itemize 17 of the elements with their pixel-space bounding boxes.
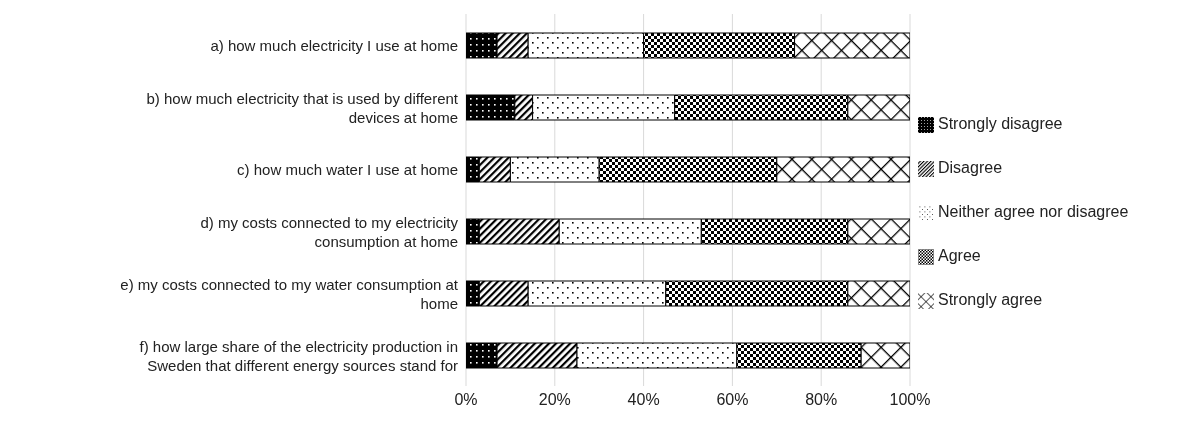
legend-label: Neither agree nor disagree bbox=[938, 203, 1129, 220]
legend-label: Strongly disagree bbox=[938, 115, 1063, 132]
legend-label: Agree bbox=[938, 247, 981, 264]
legend-label: Strongly agree bbox=[938, 291, 1043, 308]
legend-label: Disagree bbox=[938, 159, 1003, 176]
y-tick-label: e) my costs connected to my water consumption at home bbox=[120, 275, 459, 311]
y-tick-label: c) how much water I use at home bbox=[237, 160, 458, 178]
y-tick-label: d) my costs connected to my electricity consumption at home bbox=[200, 213, 459, 249]
x-tick-label: 40% bbox=[627, 391, 660, 409]
x-tick-label: 0% bbox=[454, 391, 478, 409]
x-tick-label: 100% bbox=[889, 391, 931, 409]
x-tick-label: 20% bbox=[538, 391, 571, 409]
x-tick-label: 80% bbox=[805, 391, 838, 409]
y-tick-label: a) how much electricity I use at home bbox=[210, 36, 458, 54]
x-tick-label: 60% bbox=[716, 391, 749, 409]
y-tick-label: f) how large share of the electricity production in Sweden that different energy sources stand for bbox=[139, 337, 458, 373]
y-tick-label: b) how much electricity that is used by different devices at home bbox=[146, 89, 459, 125]
